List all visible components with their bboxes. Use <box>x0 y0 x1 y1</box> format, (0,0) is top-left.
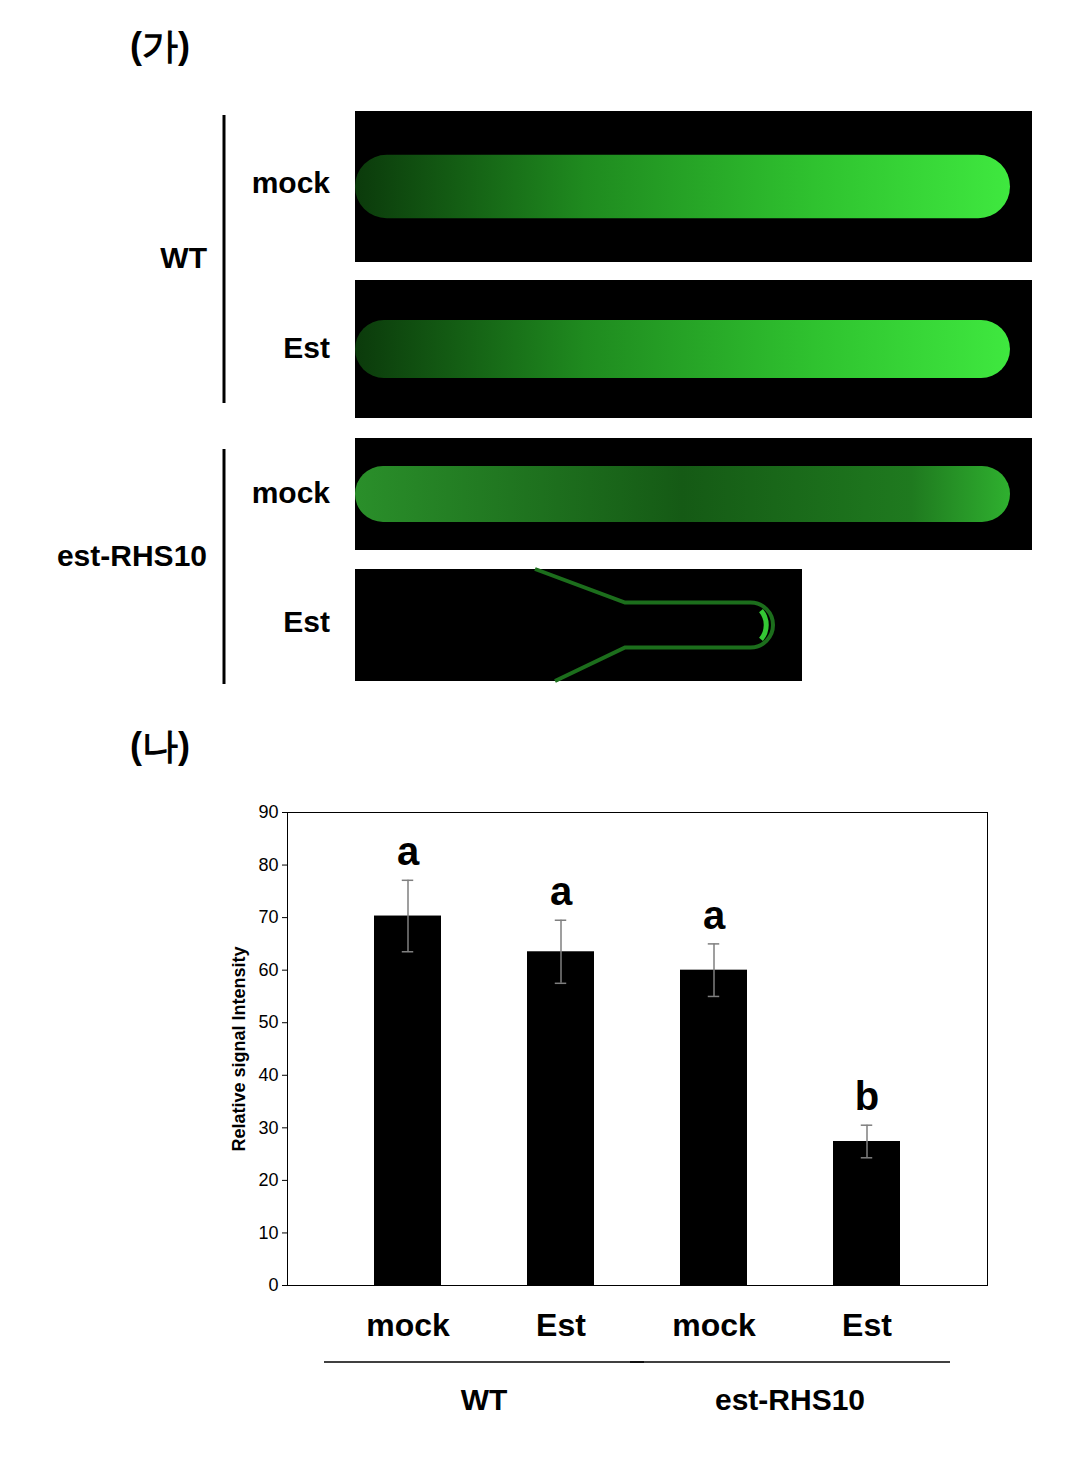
svg-text:40: 40 <box>258 1065 278 1085</box>
svg-text:50: 50 <box>258 1012 278 1032</box>
svg-text:Est: Est <box>842 1307 892 1343</box>
svg-text:b: b <box>855 1074 879 1118</box>
svg-text:est-RHS10: est-RHS10 <box>57 539 207 572</box>
svg-text:90: 90 <box>258 802 278 822</box>
svg-text:30: 30 <box>258 1118 278 1138</box>
svg-text:80: 80 <box>258 855 278 875</box>
svg-text:a: a <box>550 869 573 913</box>
svg-text:mock: mock <box>366 1307 450 1343</box>
svg-text:60: 60 <box>258 960 278 980</box>
svg-text:a: a <box>703 893 726 937</box>
svg-text:WT: WT <box>160 241 207 274</box>
svg-text:mock: mock <box>252 476 331 509</box>
svg-text:mock: mock <box>672 1307 756 1343</box>
svg-text:0: 0 <box>268 1275 278 1295</box>
svg-text:20: 20 <box>258 1170 278 1190</box>
svg-text:est-RHS10: est-RHS10 <box>715 1383 865 1416</box>
svg-text:mock: mock <box>252 166 331 199</box>
svg-text:(가): (가) <box>130 25 190 66</box>
svg-text:WT: WT <box>461 1383 508 1416</box>
svg-text:Relative signal Intensity: Relative signal Intensity <box>229 946 249 1151</box>
svg-text:Est: Est <box>536 1307 586 1343</box>
svg-text:a: a <box>397 829 420 873</box>
svg-text:70: 70 <box>258 907 278 927</box>
svg-text:10: 10 <box>258 1223 278 1243</box>
svg-text:Est: Est <box>283 331 330 364</box>
html-text:(나): (나) <box>130 725 190 766</box>
svg-text:Est: Est <box>283 605 330 638</box>
